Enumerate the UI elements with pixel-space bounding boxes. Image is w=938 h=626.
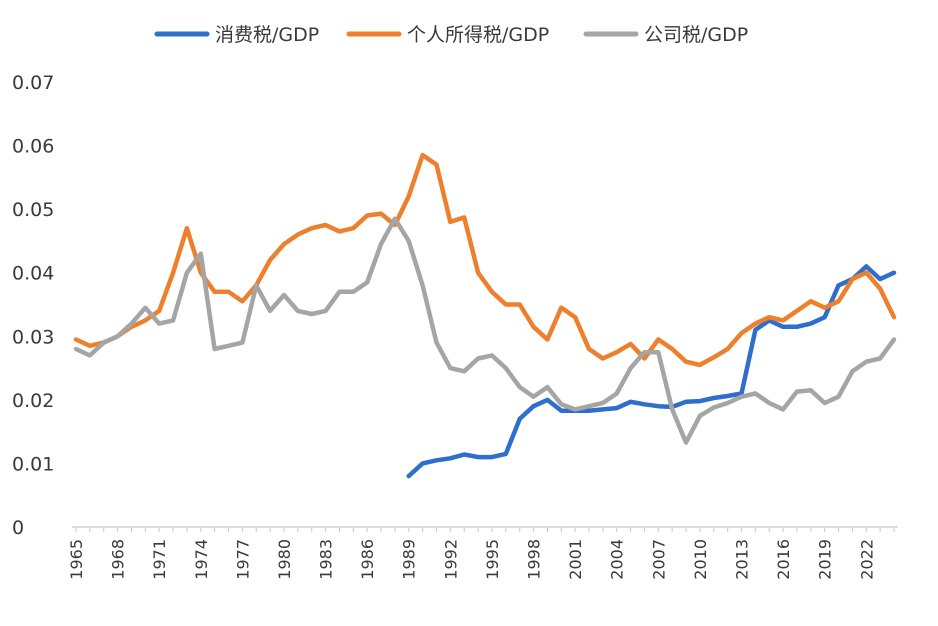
x-axis: 1965 1968 1971 1974 1977 1980 1983 1986 1989 1992… [67,526,898,580]
x-tick-label: 2007 [649,539,668,580]
x-tick-label: 1974 [192,539,211,580]
y-tick-label: 0.04 [12,263,54,285]
y-tick-label: 0.02 [12,390,54,412]
x-tick-label: 2004 [608,539,627,580]
x-tick-label: 2016 [774,539,793,580]
y-tick-label: 0 [12,517,24,539]
x-tick-label: 1968 [109,539,128,580]
x-tick-label: 1998 [525,539,544,580]
legend: 消费税/GDP 个人所得税/GDP 公司税/GDP [154,24,748,46]
x-tick-label: 1965 [67,539,86,580]
x-tick-label: 1971 [150,539,169,580]
x-tick-label: 2013 [732,539,751,580]
x-tick-label: 1983 [317,539,336,580]
x-tick-label: 1980 [275,539,294,580]
series-layer [73,152,897,479]
y-tick-label: 0.06 [12,136,54,158]
x-tick-label: 2022 [857,539,876,580]
x-tick-label: 2001 [566,539,585,580]
legend-label: 公司税/GDP [644,24,748,46]
legend-label: 个人所得税/GDP [407,24,549,46]
y-tick-label: 0.05 [12,199,54,221]
x-tick-label: 1992 [441,539,460,580]
series-line-1 [406,264,897,479]
x-tick-label: 2019 [816,539,835,580]
series-line-3 [73,216,897,445]
x-tick-label: 2010 [691,539,710,580]
y-tick-label: 0.01 [12,453,54,475]
x-tick-label: 1986 [358,539,377,580]
y-tick-label: 0.07 [12,72,54,94]
series-line-2 [73,152,897,368]
legend-label: 消费税/GDP [215,24,319,46]
x-tick-label: 1995 [483,539,502,580]
x-tick-label: 1977 [233,539,252,580]
x-tick-label: 1989 [400,539,419,580]
y-axis: 0 0.01 0.02 0.03 0.04 0.05 0.06 0.07 [12,72,54,539]
y-tick-label: 0.03 [12,326,54,348]
